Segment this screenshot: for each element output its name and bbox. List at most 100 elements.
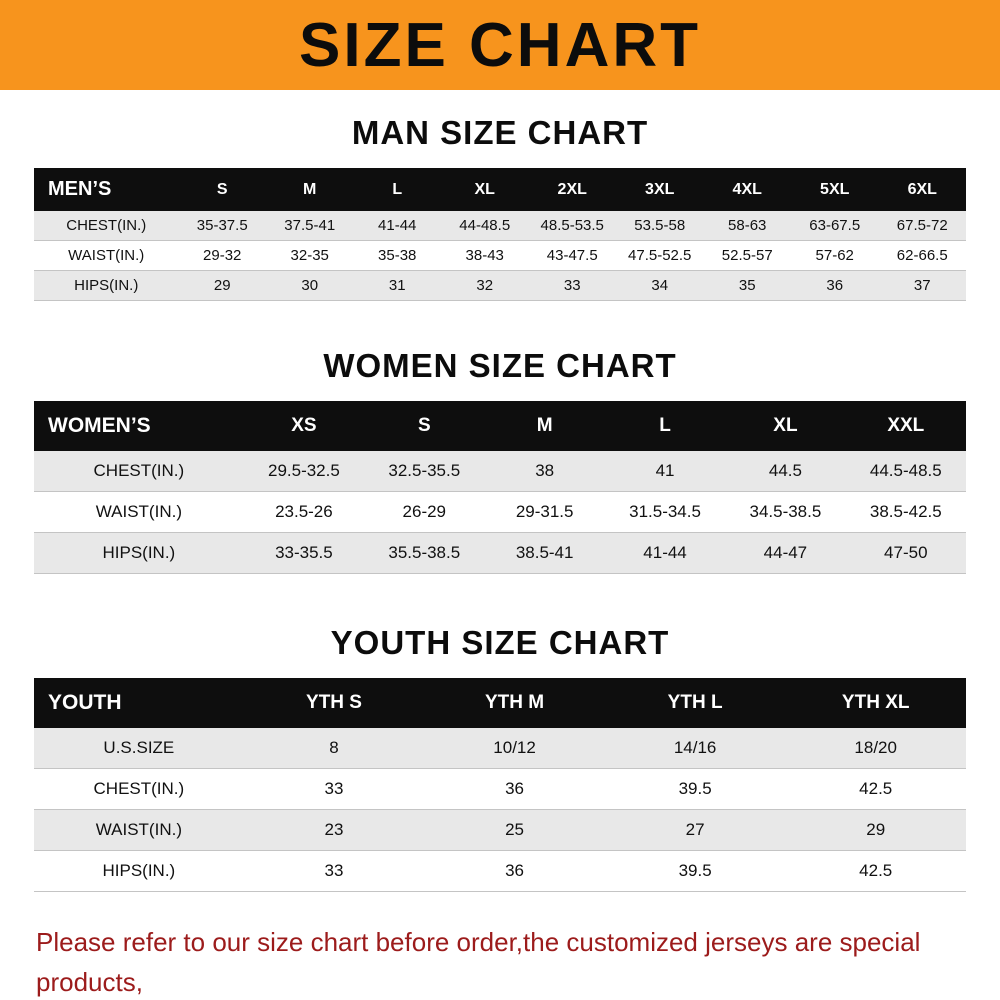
value-cell: 41 bbox=[655, 461, 675, 480]
table-header-row: YOUTH YTH S YTH M YTH L YTH XL bbox=[34, 678, 966, 728]
table-header-row: WOMEN’S XS S M L XL XXL bbox=[34, 401, 966, 451]
value-cell: 63-67.5 bbox=[809, 217, 861, 234]
youth-size-chart-section: YOUTH SIZE CHART YOUTH YTH S YTH M YTH L YTH… bbox=[0, 624, 1000, 892]
table-title-cell: MEN’S bbox=[48, 178, 112, 200]
value-cell: 23 bbox=[324, 820, 344, 839]
value-cell: 29 bbox=[213, 277, 231, 294]
table-title-cell: YOUTH bbox=[48, 691, 122, 714]
value-cell: 43-47.5 bbox=[546, 247, 598, 264]
value-cell: 14/16 bbox=[673, 738, 717, 757]
youth-section-heading: YOUTH SIZE CHART bbox=[330, 624, 670, 661]
value-cell: 31 bbox=[388, 277, 406, 294]
value-cell: 35.5-38.5 bbox=[388, 543, 461, 562]
man-size-chart-section: MAN SIZE CHART MEN’S S M L XL 2XL 3XL 4XL 5XL 6XL… bbox=[0, 114, 1000, 301]
table-row: WAIST(IN.) 29-32 32-35 35-38 38-43 43-47.5 47.… bbox=[34, 240, 966, 271]
value-cell: 37.5-41 bbox=[284, 217, 336, 234]
man-section-heading: MAN SIZE CHART bbox=[351, 114, 649, 151]
value-cell: 44-47 bbox=[763, 543, 808, 562]
value-cell: 33-35.5 bbox=[275, 543, 333, 562]
table-row: U.S.SIZE 8 10/12 14/16 18/20 bbox=[34, 728, 966, 769]
table-row: HIPS(IN.) 33 36 39.5 42.5 bbox=[34, 850, 966, 892]
value-cell: 25 bbox=[505, 820, 525, 839]
value-cell: 30 bbox=[301, 277, 319, 294]
size-header-cell: XL bbox=[773, 415, 798, 436]
value-cell: 39.5 bbox=[678, 779, 712, 798]
table-row: CHEST(IN.) 33 36 39.5 42.5 bbox=[34, 768, 966, 810]
value-cell: 58-63 bbox=[728, 217, 767, 234]
value-cell: 36 bbox=[505, 779, 525, 798]
value-cell: 53.5-58 bbox=[634, 217, 686, 234]
value-cell: 52.5-57 bbox=[721, 247, 773, 264]
size-header-cell: YTH S bbox=[306, 692, 362, 713]
value-cell: 57-62 bbox=[815, 247, 854, 264]
value-cell: 32 bbox=[476, 277, 494, 294]
value-cell: 47.5-52.5 bbox=[628, 247, 692, 264]
table-row: HIPS(IN.) 33-35.5 35.5-38.5 38.5-41 41-44 44-… bbox=[34, 532, 966, 574]
value-cell: 38.5-42.5 bbox=[869, 502, 942, 521]
size-header-cell: S bbox=[417, 415, 431, 436]
size-header-cell: 6XL bbox=[907, 180, 937, 198]
table-row: CHEST(IN.) 29.5-32.5 32.5-35.5 38 41 44.5 44.5… bbox=[34, 451, 966, 492]
size-header-cell: XXL bbox=[887, 415, 925, 436]
value-cell: 38.5-41 bbox=[515, 543, 574, 562]
size-header-cell: M bbox=[536, 415, 553, 436]
page-title: SIZE CHART bbox=[299, 10, 701, 80]
value-cell: 62-66.5 bbox=[896, 247, 948, 264]
value-cell: 33 bbox=[324, 779, 344, 798]
size-header-cell: M bbox=[303, 180, 317, 198]
value-cell: 35-38 bbox=[378, 247, 417, 264]
value-cell: 39.5 bbox=[678, 861, 712, 880]
table-row: WAIST(IN.) 23 25 27 29 bbox=[34, 809, 966, 851]
value-cell: 36 bbox=[505, 861, 525, 880]
table-row: CHEST(IN.) 35-37.5 37.5-41 41-44 44-48.5 48.5… bbox=[34, 211, 966, 241]
value-cell: 36 bbox=[826, 277, 844, 294]
table-row: HIPS(IN.) 29 30 31 32 33 34 35 36 37 bbox=[34, 270, 966, 301]
size-header-cell: XL bbox=[474, 180, 495, 198]
value-cell: 10/12 bbox=[493, 738, 536, 757]
value-cell: 38 bbox=[535, 461, 555, 480]
value-cell: 34 bbox=[651, 277, 669, 294]
value-cell: 29.5-32.5 bbox=[267, 461, 340, 480]
row-label-cell: HIPS(IN.) bbox=[102, 543, 176, 562]
size-header-cell: L bbox=[659, 415, 671, 436]
value-cell: 42.5 bbox=[859, 861, 893, 880]
value-cell: 32.5-35.5 bbox=[388, 461, 461, 480]
women-size-chart-section: WOMEN SIZE CHART WOMEN’S XS S M L XL XXL CHEST(… bbox=[0, 347, 1000, 574]
value-cell: 34.5-38.5 bbox=[749, 502, 822, 521]
size-header-cell: 2XL bbox=[557, 180, 587, 198]
value-cell: 38-43 bbox=[465, 247, 504, 264]
row-label-cell: WAIST(IN.) bbox=[95, 820, 182, 839]
value-cell: 33 bbox=[324, 861, 344, 880]
size-header-cell: 4XL bbox=[732, 180, 762, 198]
value-cell: 32-35 bbox=[290, 247, 329, 264]
table-title-cell: WOMEN’S bbox=[48, 414, 151, 437]
row-label-cell: U.S.SIZE bbox=[103, 738, 175, 757]
youth-size-table: YOUTH YTH S YTH M YTH L YTH XL U.S.SIZE 8 10/12… bbox=[34, 678, 966, 892]
value-cell: 44.5-48.5 bbox=[869, 461, 942, 480]
value-cell: 44.5 bbox=[768, 461, 802, 480]
value-cell: 29 bbox=[866, 820, 886, 839]
women-size-table: WOMEN’S XS S M L XL XXL CHEST(IN.) 29.5-32.5 32.5… bbox=[34, 401, 966, 574]
value-cell: 37 bbox=[913, 277, 931, 294]
size-header-cell: YTH M bbox=[485, 692, 545, 713]
size-header-cell: 5XL bbox=[820, 180, 850, 198]
size-header-cell: 3XL bbox=[645, 180, 675, 198]
row-label-cell: WAIST(IN.) bbox=[68, 247, 145, 264]
row-label-cell: CHEST(IN.) bbox=[93, 461, 185, 480]
value-cell: 29-32 bbox=[203, 247, 242, 264]
women-section-heading: WOMEN SIZE CHART bbox=[323, 347, 677, 384]
table-row: WAIST(IN.) 23.5-26 26-29 29-31.5 31.5-34.5 34… bbox=[34, 491, 966, 533]
value-cell: 31.5-34.5 bbox=[629, 502, 701, 521]
value-cell: 41-44 bbox=[643, 543, 687, 562]
value-cell: 33 bbox=[563, 277, 581, 294]
size-header-cell: XS bbox=[291, 415, 317, 436]
value-cell: 41-44 bbox=[378, 217, 417, 234]
value-cell: 47-50 bbox=[884, 543, 928, 562]
row-label-cell: WAIST(IN.) bbox=[95, 502, 182, 521]
value-cell: 67.5-72 bbox=[896, 217, 948, 234]
row-label-cell: HIPS(IN.) bbox=[102, 861, 176, 880]
table-header-row: MEN’S S M L XL 2XL 3XL 4XL 5XL 6XL bbox=[34, 168, 966, 211]
value-cell: 23.5-26 bbox=[275, 502, 333, 521]
value-cell: 35-37.5 bbox=[196, 217, 248, 234]
size-header-cell: L bbox=[392, 180, 403, 198]
